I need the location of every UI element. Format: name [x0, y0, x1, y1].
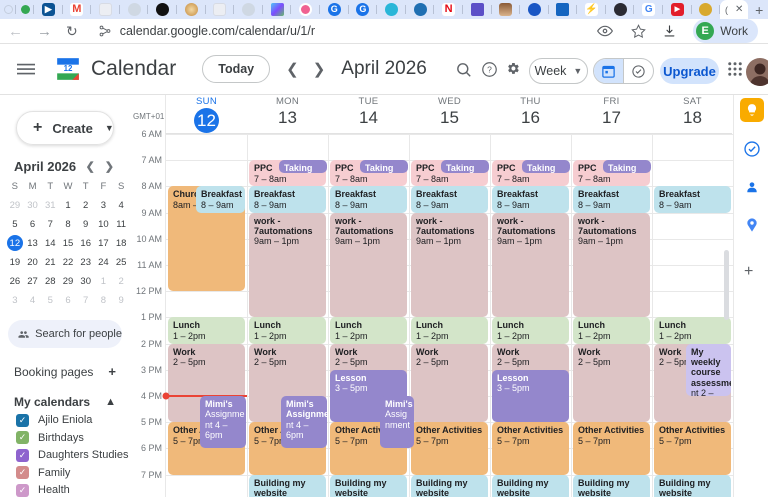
svg-text:12: 12: [64, 64, 73, 73]
svg-text:?: ?: [487, 65, 492, 75]
